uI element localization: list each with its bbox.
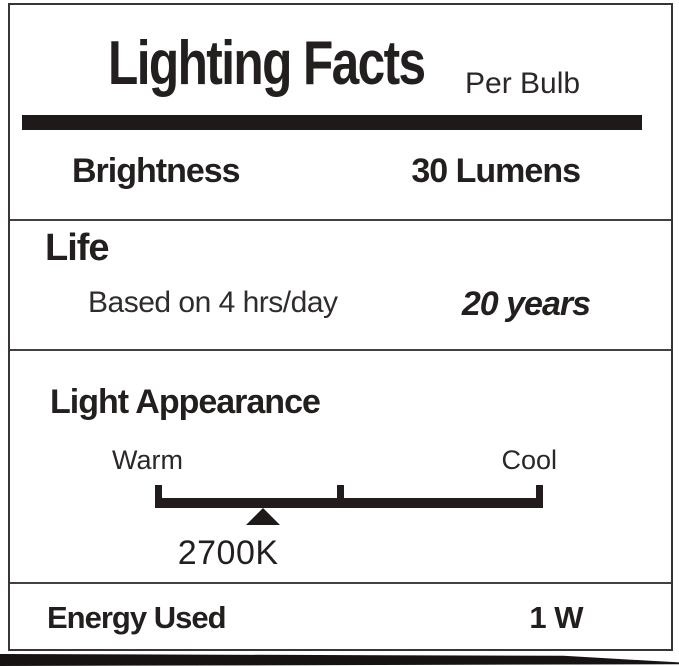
life-basis-text: Based on 4 hrs/day: [88, 286, 338, 319]
section-divider: [10, 219, 671, 221]
triangle-marker-icon: [245, 508, 280, 525]
bottom-thick-rule: [0, 654, 679, 666]
energy-used-value: 1 W: [529, 600, 583, 635]
energy-used-label: Energy Used: [47, 600, 227, 635]
brightness-label: Brightness: [72, 152, 241, 190]
scale-middle-tick: [337, 485, 345, 508]
scale-left-end-tick: [155, 485, 162, 508]
cool-scale-label: Cool: [501, 445, 557, 475]
scale-right-end-tick: [536, 485, 543, 508]
per-unit-text: Per Bulb: [465, 67, 581, 100]
life-value: 20 years: [461, 285, 591, 323]
section-divider: [10, 582, 671, 584]
color-temperature-value: 2700K: [177, 534, 279, 572]
warm-scale-label: Warm: [112, 445, 183, 475]
light-appearance-label: Light Appearance: [50, 383, 321, 421]
lighting-facts-label: Lighting Facts Per Bulb Brightness 30 Lu…: [8, 3, 673, 651]
brightness-value: 30 Lumens: [411, 152, 581, 190]
life-label: Life: [45, 227, 110, 269]
scale-bar: [155, 498, 543, 508]
header-thick-rule: [22, 115, 642, 130]
section-divider: [10, 349, 671, 351]
label-title: Lighting Facts: [108, 29, 426, 98]
warm-cool-scale: [155, 485, 543, 508]
